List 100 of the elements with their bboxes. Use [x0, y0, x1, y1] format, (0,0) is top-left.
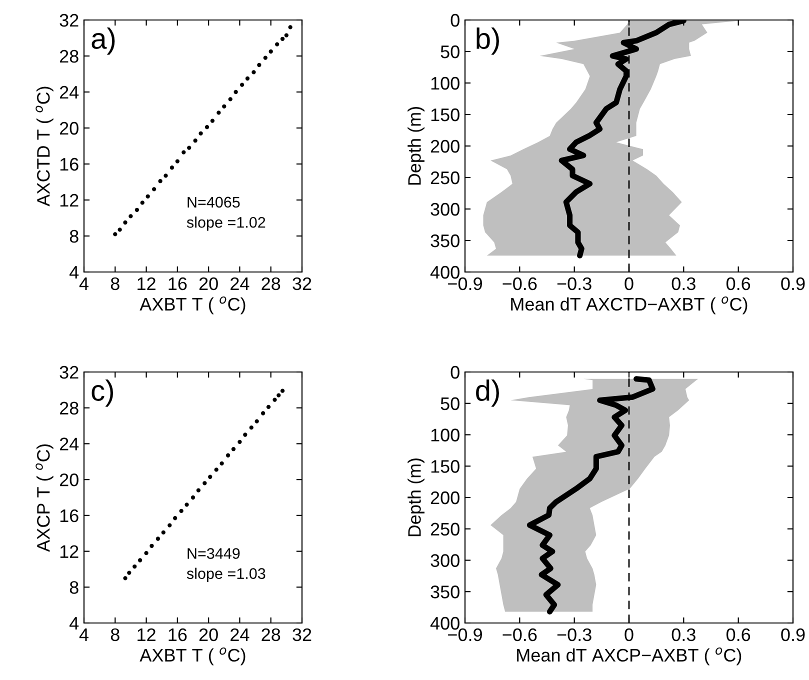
y-tick-label: 8: [70, 581, 78, 594]
x-tick-label: 12: [138, 277, 156, 290]
point: [272, 398, 277, 402]
x-tick-label: −0.6: [502, 628, 537, 642]
x-tick-label: 28: [262, 628, 280, 642]
point: [150, 544, 154, 548]
point: [204, 125, 210, 130]
x-tick-label: 0.3: [672, 277, 696, 290]
point: [216, 110, 221, 115]
point: [132, 564, 137, 569]
point: [228, 97, 232, 102]
point: [252, 70, 256, 74]
point: [196, 488, 201, 492]
y-tick-label: 50: [440, 45, 460, 58]
y-tick-label: 100: [431, 428, 460, 442]
y-tick-label: 250: [430, 171, 460, 184]
x-tick-label: 24: [230, 277, 250, 290]
annotation: N=4065: [188, 196, 240, 208]
y-tick-label: 32: [60, 14, 78, 27]
y-tick-label: 350: [430, 234, 460, 248]
y-tick-label: 8: [70, 230, 78, 243]
point: [249, 425, 254, 430]
point: [275, 42, 280, 46]
point: [254, 419, 259, 424]
y-tick-label: 0: [450, 366, 460, 379]
x-tick-label: 0.9: [781, 277, 805, 290]
point: [268, 49, 273, 54]
x-tick-label: 16: [168, 277, 187, 290]
y-tick-label: 24: [60, 438, 79, 450]
point: [168, 523, 172, 528]
point: [214, 468, 218, 472]
point: [182, 150, 186, 154]
point: [123, 220, 128, 225]
y-tick-label: 16: [60, 158, 78, 171]
x-tick-label: 20: [199, 628, 218, 642]
annotation: slope =1.02: [186, 216, 266, 231]
x-tick-label: 0.3: [672, 628, 696, 642]
y-tick-label: 400: [430, 266, 460, 279]
point: [127, 570, 132, 575]
point: [243, 432, 248, 437]
point: [226, 453, 230, 458]
point: [231, 447, 236, 452]
y-tick-label: 50: [440, 397, 460, 410]
point: [266, 404, 271, 410]
point: [202, 481, 207, 486]
point: [123, 576, 128, 580]
x-tick-label: −0.6: [502, 277, 537, 290]
annotation: b): [476, 28, 499, 55]
x-axis-title: AXBT T ( $^{o}$C): [140, 296, 246, 314]
annotation: slope =1.03: [186, 568, 266, 582]
point: [245, 76, 250, 81]
x-tick-label: 24: [230, 628, 250, 641]
x-axis-title: Mean dT AXCTD−AXBT ( $^{o}$C): [511, 296, 748, 314]
point: [179, 508, 184, 514]
x-tick-label: 0: [624, 628, 634, 642]
y-tick-label: 400: [430, 616, 460, 630]
annotation: d): [476, 380, 499, 407]
x-tick-label: 0.9: [781, 628, 805, 642]
y-axis-title: Depth (m): [408, 106, 424, 185]
y-axis-title: Depth (m): [408, 458, 424, 536]
y-tick-label: 28: [60, 402, 78, 415]
x-tick-label: 8: [110, 277, 120, 290]
point: [280, 388, 285, 393]
point: [187, 146, 192, 150]
point: [140, 200, 144, 205]
x-tick-label: 0.6: [726, 277, 750, 290]
point: [164, 174, 168, 178]
point: [257, 62, 262, 68]
x-tick-label: 12: [138, 628, 156, 641]
x-tick-label: 20: [199, 277, 218, 290]
y-tick-label: 20: [60, 474, 78, 486]
y-tick-label: 20: [60, 122, 78, 135]
point: [138, 558, 142, 562]
x-tick-label: −0.3: [557, 277, 592, 290]
point: [146, 194, 150, 198]
x-tick-label: 8: [110, 628, 120, 642]
y-tick-label: 300: [430, 202, 460, 216]
y-tick-label: 12: [60, 194, 78, 207]
point: [238, 440, 242, 444]
x-axis-title: AXBT T ( $^{o}$C): [140, 647, 246, 666]
y-axis-title: AXCP T ( $^{o}$C): [36, 444, 54, 552]
x-tick-label: 4: [79, 628, 88, 641]
y-tick-label: 200: [430, 491, 460, 504]
y-tick-label: 4: [70, 266, 79, 279]
y-tick-label: 350: [430, 586, 460, 598]
y-tick-label: 12: [60, 545, 78, 558]
y-tick-label: 0: [450, 14, 460, 27]
point: [234, 90, 238, 94]
y-tick-label: 32: [60, 366, 78, 379]
point: [161, 530, 166, 535]
y-tick-label: 24: [60, 86, 79, 99]
point: [158, 179, 162, 184]
point: [118, 228, 122, 232]
point: [193, 138, 198, 143]
y-tick-label: 250: [430, 522, 460, 536]
point: [240, 82, 244, 87]
x-tick-label: 16: [168, 628, 187, 642]
annotation: a): [92, 28, 115, 55]
x-tick-label: 32: [292, 628, 312, 642]
point: [173, 516, 178, 520]
